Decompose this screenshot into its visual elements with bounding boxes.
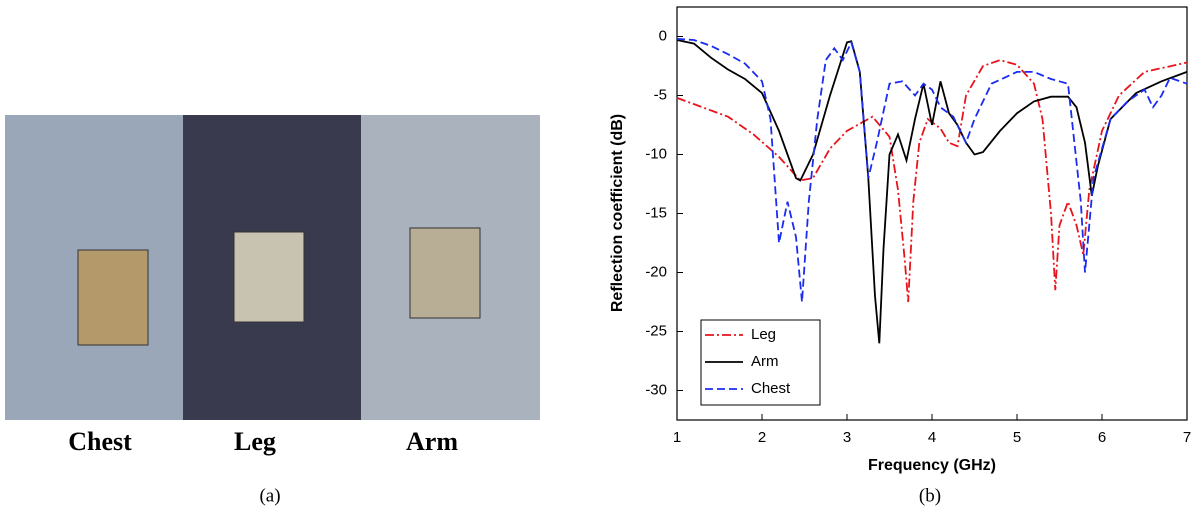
y-tick-label: -20	[645, 263, 667, 280]
legend-label: Arm	[751, 353, 779, 370]
x-tick-label: 1	[673, 429, 681, 446]
y-tick-label: -10	[645, 145, 667, 162]
series-line	[676, 59, 1188, 303]
photo-label: Arm	[406, 427, 458, 456]
photo-label: Chest	[68, 427, 132, 456]
x-tick-label: 3	[843, 429, 851, 446]
x-tick-label: 2	[758, 429, 766, 446]
panel-label: (b)	[919, 485, 941, 506]
x-tick-label: 6	[1098, 429, 1106, 446]
antenna	[77, 249, 149, 346]
antenna	[409, 227, 481, 319]
antenna	[233, 231, 305, 323]
y-axis-label: Reflection coefficient (dB)	[609, 114, 626, 312]
legend-label: Chest	[751, 380, 791, 397]
x-axis-label: Frequency (GHz)	[868, 457, 996, 474]
x-tick-label: 7	[1183, 429, 1191, 446]
legend-label: Leg	[751, 326, 776, 343]
y-tick-label: -5	[654, 86, 667, 103]
y-tick-label: 0	[659, 27, 667, 44]
series-line	[676, 39, 1188, 344]
y-tick-label: -25	[645, 322, 667, 339]
photos: Chest Leg Arm	[5, 115, 540, 456]
x-tick-label: 4	[928, 429, 936, 446]
photo-label: Leg	[234, 427, 276, 456]
panel-label: (a)	[259, 485, 280, 506]
y-tick-label: -30	[645, 381, 667, 398]
series-line	[676, 38, 1188, 303]
y-tick-label: -15	[645, 204, 667, 221]
x-tick-label: 5	[1013, 429, 1021, 446]
